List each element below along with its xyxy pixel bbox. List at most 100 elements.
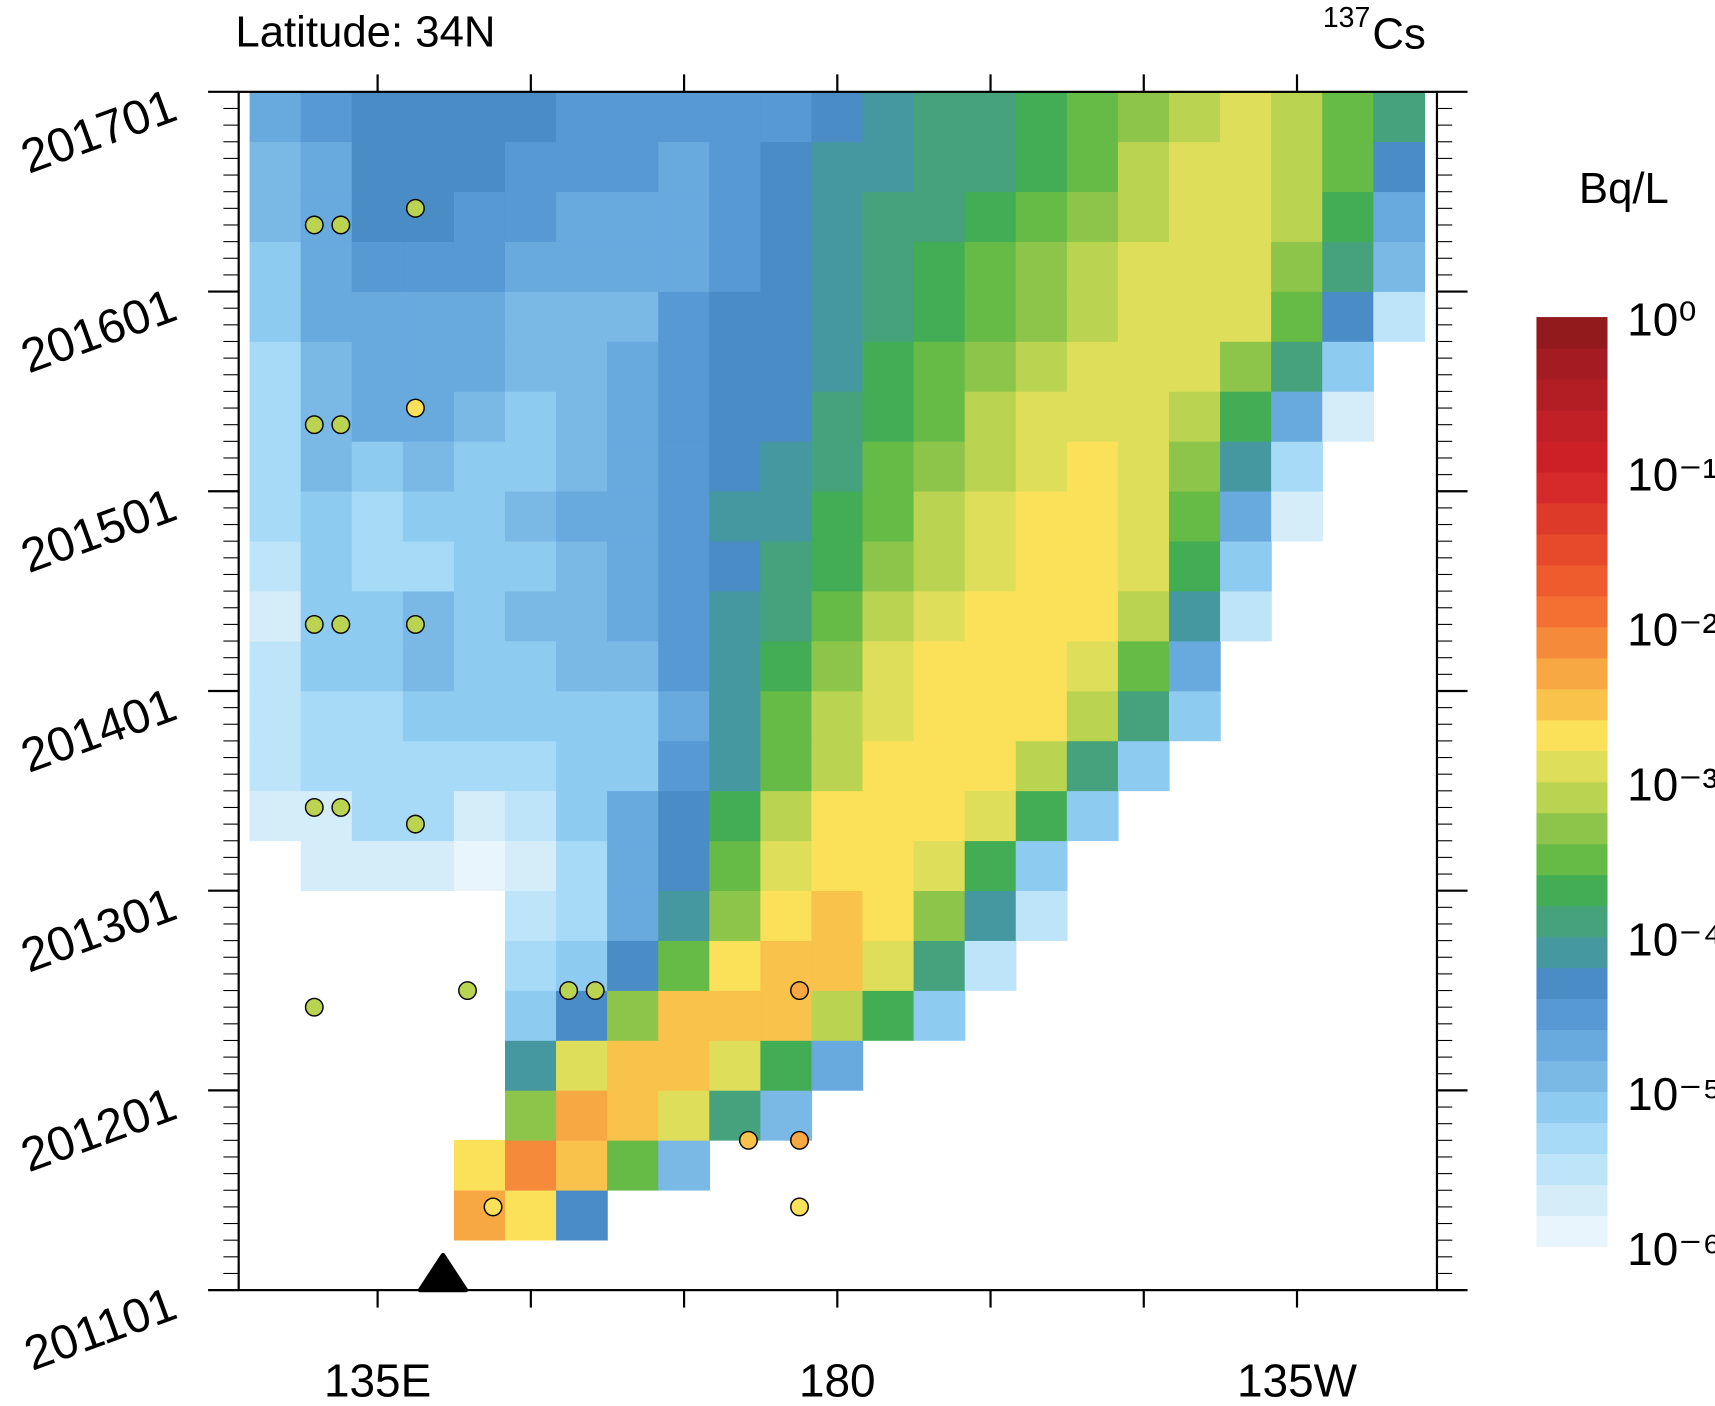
colorbar-swatch [1536,1091,1608,1124]
cell [862,890,915,941]
cell [607,940,659,991]
cell [709,241,762,292]
cell [760,590,813,642]
cell [300,640,353,692]
cell [658,540,710,592]
cell [964,690,1017,742]
cell [1168,241,1221,292]
cell [658,141,710,193]
cell [402,91,455,143]
cell [913,590,966,642]
cell [556,490,608,542]
cell [1066,441,1119,492]
colorbar-swatch [1536,967,1608,1000]
cell [964,540,1017,592]
cell [1015,540,1068,592]
cell [811,990,864,1041]
y-tick-label: 201201 [14,1077,183,1183]
cell [504,1139,557,1191]
cell [1271,241,1323,292]
cell [1271,141,1323,193]
cell [760,241,813,292]
cell [658,1090,710,1141]
cell [862,940,915,991]
cell [453,191,506,242]
cell [1322,91,1374,143]
cell [1322,291,1374,342]
colorbar-tick-label: 10⁻¹ [1627,449,1715,501]
y-tick-label: 201301 [14,878,183,984]
cell [1117,241,1170,292]
cell [1015,391,1068,442]
cell [1168,540,1221,592]
cell [351,91,404,143]
observation-point [304,614,324,634]
cell [709,540,762,592]
cell [249,291,302,342]
cell [351,490,404,542]
cell [351,790,404,842]
x-tick-label: 135E [324,1354,431,1406]
observation-point [304,798,324,817]
colorbar-swatch [1536,502,1608,535]
cell [556,241,608,292]
cell [607,640,659,692]
cell [913,690,966,742]
y-tick-label: 201501 [14,478,183,584]
cell [811,141,864,193]
cell [964,241,1017,292]
cell [964,391,1017,442]
cell [913,740,966,792]
cell [453,640,506,692]
cell [964,441,1017,492]
colorbar-swatch [1536,750,1608,783]
cell [811,840,864,892]
observation-point [405,398,425,418]
cell [862,840,915,892]
cell [504,441,557,492]
cell [862,690,915,742]
cell [862,990,915,1041]
cell [453,441,506,492]
cell [556,141,608,193]
cell [1271,191,1323,242]
cell [300,241,353,292]
cell [300,690,353,742]
observation-point [405,614,425,634]
cell [760,391,813,442]
cell [1322,141,1374,193]
cell [709,91,762,143]
cell [504,690,557,742]
cell [351,141,404,193]
cell [658,91,710,143]
colorbar-tick-label: 10⁰ [1627,294,1696,346]
cell [1220,91,1272,143]
cell [811,291,864,342]
cell [1066,91,1119,143]
cell [658,191,710,242]
cell [760,91,813,143]
colorbar-swatch [1536,1184,1608,1216]
cell [249,391,302,442]
cell [1066,191,1119,242]
cell [402,540,455,592]
colorbar-swatch [1536,1153,1608,1185]
cell [811,940,864,991]
observation-point [483,1197,503,1217]
cell [351,191,404,242]
cell [504,241,557,292]
cell [556,341,608,392]
cell [913,141,966,193]
observation-point [458,981,477,1000]
x-tick-label: 135W [1237,1354,1358,1406]
cell [862,441,915,492]
cell [760,1040,813,1091]
cell [607,540,659,592]
colorbar-label: Bq/L [1579,164,1669,213]
cell [453,1189,506,1241]
cell [658,890,710,941]
cell [249,640,302,692]
cell [607,291,659,342]
colorbar-swatch [1536,936,1608,969]
cell [1220,441,1272,492]
